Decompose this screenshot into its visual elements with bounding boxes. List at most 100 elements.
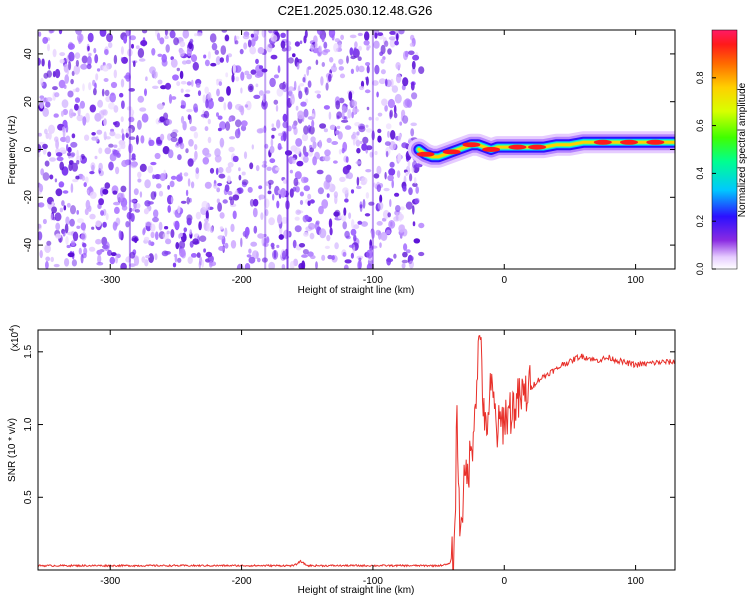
noise-speck — [218, 81, 223, 86]
noise-speck — [195, 167, 200, 174]
noise-speck — [193, 131, 199, 139]
noise-speck — [95, 136, 99, 143]
x-tick-label: -100 — [363, 576, 383, 587]
noise-speck — [393, 253, 397, 259]
noise-speck — [137, 171, 142, 178]
noise-speck — [350, 228, 357, 236]
noise-speck — [329, 227, 333, 236]
noise-speck — [300, 176, 308, 184]
noise-speck — [115, 255, 118, 264]
noise-speck — [338, 97, 345, 104]
noise-speck — [152, 216, 159, 223]
noise-speck — [317, 187, 324, 195]
noise-speck — [180, 80, 187, 85]
noise-speck — [366, 46, 370, 51]
noise-speck — [388, 168, 396, 176]
x-tick-label: -300 — [100, 275, 120, 286]
signal-peak — [593, 139, 612, 145]
snr-x-axis-label: Height of straight line (km) — [298, 585, 415, 596]
noise-speck — [219, 57, 224, 63]
noise-speck — [298, 263, 305, 269]
noise-speck — [304, 151, 309, 157]
noise-speck — [89, 171, 95, 175]
noise-speck — [225, 121, 231, 131]
noise-speck — [133, 60, 136, 67]
noise-speck — [153, 209, 159, 218]
noise-speck — [316, 93, 321, 99]
noise-speck — [59, 52, 66, 57]
noise-speck — [58, 183, 64, 188]
noise-speck — [368, 201, 375, 206]
noise-speck — [232, 63, 236, 74]
noise-speck — [227, 162, 234, 168]
noise-speck — [107, 249, 112, 256]
noise-speck — [108, 42, 113, 49]
noise-speck — [342, 187, 349, 195]
noise-speck — [187, 256, 193, 265]
noise-speck — [412, 205, 415, 215]
noise-speck — [70, 141, 78, 148]
noise-speck — [336, 125, 341, 130]
noise-speck — [275, 104, 279, 112]
noise-speck — [344, 230, 350, 239]
noise-speck — [343, 207, 347, 216]
noise-speck — [120, 57, 124, 62]
noise-speck — [294, 225, 302, 233]
noise-speck — [351, 100, 358, 107]
noise-speck — [377, 32, 384, 36]
noise-speck — [193, 107, 199, 113]
noise-speck — [159, 116, 165, 123]
noise-speck — [306, 66, 310, 76]
noise-speck — [216, 88, 220, 97]
noise-speck — [95, 220, 102, 228]
noise-speck — [387, 212, 392, 218]
noise-speck — [53, 263, 60, 268]
noise-speck — [183, 227, 188, 232]
noise-speck — [362, 136, 369, 144]
noise-speck — [270, 34, 278, 42]
noise-speck — [65, 216, 70, 225]
noise-speck — [195, 211, 202, 220]
y-tick-label: 0 — [23, 146, 34, 152]
noise-speck — [240, 71, 245, 81]
noise-speck — [235, 76, 240, 82]
noise-speck — [47, 43, 50, 52]
noise-speck — [177, 257, 182, 263]
noise-speck — [205, 99, 209, 109]
noise-speck — [262, 160, 268, 165]
noise-speck — [164, 35, 169, 40]
noise-speck — [352, 108, 360, 113]
noise-speck — [319, 228, 327, 239]
noise-speck — [164, 226, 169, 230]
noise-speck — [404, 98, 411, 107]
noise-speck — [80, 234, 86, 240]
noise-speck — [141, 113, 149, 123]
noise-speck — [311, 113, 315, 117]
noise-speck — [371, 229, 376, 239]
noise-speck — [120, 116, 124, 123]
noise-speck — [96, 68, 101, 72]
noise-speck — [205, 251, 213, 258]
noise-speck — [49, 30, 55, 34]
noise-speck — [381, 98, 388, 106]
noise-speck — [173, 253, 178, 258]
noise-speck — [158, 221, 163, 231]
noise-speck — [82, 116, 87, 126]
noise-speck — [187, 158, 194, 167]
noise-speck — [62, 190, 69, 194]
noise-speck — [366, 263, 373, 269]
spectrogram-x-axis-label: Height of straight line (km) — [298, 285, 415, 296]
noise-speck — [254, 73, 262, 78]
noise-speck — [418, 251, 425, 257]
noise-speck — [294, 216, 300, 221]
noise-speck — [270, 242, 275, 248]
noise-speck — [250, 38, 256, 47]
noise-speck — [42, 172, 50, 181]
noise-speck — [264, 209, 269, 217]
noise-speck — [379, 51, 384, 56]
signal-peak — [646, 139, 665, 145]
noise-speck — [164, 30, 168, 36]
snr-y-axis-label: SNR (10 * v/v) — [7, 418, 18, 482]
noise-speck — [364, 213, 371, 217]
noise-speck — [346, 164, 352, 171]
